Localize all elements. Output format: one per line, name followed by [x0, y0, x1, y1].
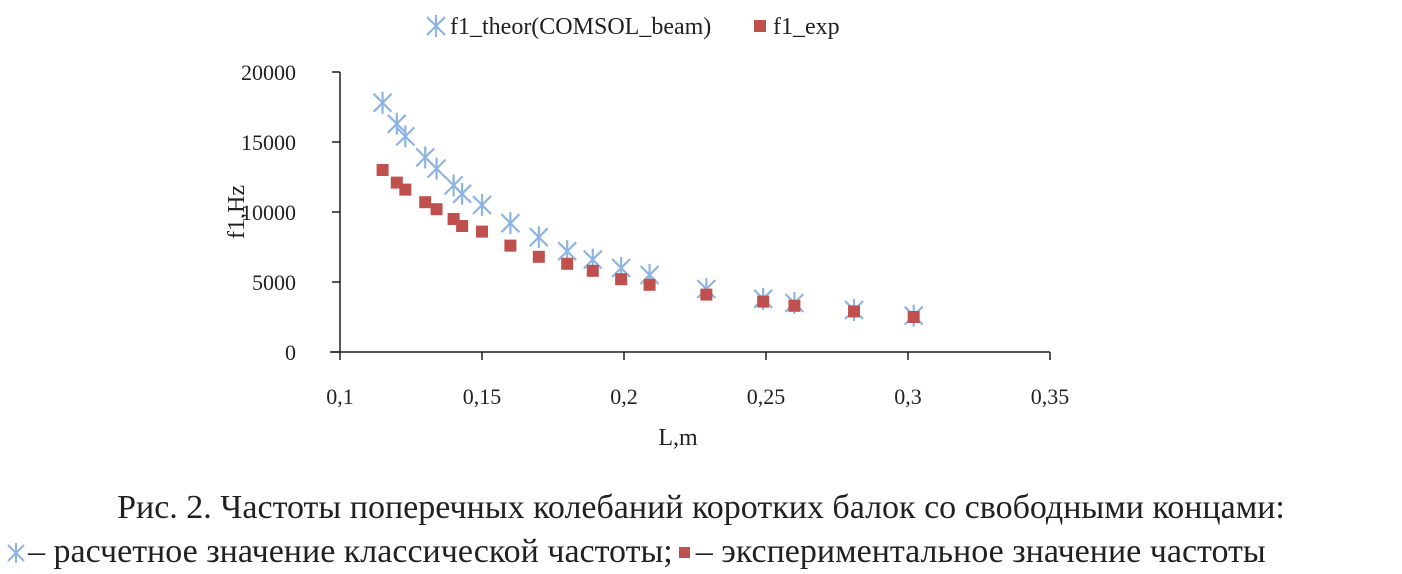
- data-point-theor: [500, 212, 521, 235]
- axes: [330, 71, 1051, 360]
- series-exp: [376, 164, 920, 323]
- square-marker-icon: [678, 547, 690, 558]
- data-point-exp: [643, 278, 656, 291]
- data-point-exp: [430, 203, 443, 216]
- x-tick-label: 0,35: [1031, 384, 1070, 409]
- data-point-theor: [415, 146, 435, 169]
- data-point-exp: [561, 257, 574, 270]
- data-point-exp: [532, 250, 545, 263]
- y-tick-label: 10000: [241, 200, 296, 225]
- data-point-theor: [472, 194, 492, 216]
- y-tick-label: 0: [285, 340, 296, 365]
- y-tick-label: 5000: [252, 270, 296, 295]
- data-point-exp: [399, 183, 412, 196]
- chart: f1_theor(COMSOL_beam) f1_exp 0 5000 10000 1…: [224, 14, 1069, 451]
- y-tick-label: 15000: [241, 130, 296, 155]
- caption-exp-text: – экспериментальное значение частоты: [695, 533, 1266, 570]
- figure-caption-line2: – расчетное значение классической частот…: [4, 532, 1402, 572]
- x-tick-labels: 0,1 0,15 0,2 0,25 0,3 0,35: [326, 384, 1069, 409]
- data-point-exp: [586, 264, 599, 277]
- legend-square-icon: [754, 20, 766, 32]
- data-point-exp: [615, 273, 628, 286]
- legend-marker-theor: [426, 15, 446, 37]
- legend-marker-exp: [754, 20, 766, 32]
- data-point-exp: [848, 305, 861, 318]
- legend-label-exp: f1_exp: [773, 14, 840, 40]
- data-point-exp: [788, 299, 801, 312]
- data-point-exp: [700, 288, 713, 301]
- data-point-exp: [456, 220, 469, 232]
- caption-theor-text: – расчетное значение классической частот…: [28, 533, 673, 570]
- data-point-theor: [529, 226, 549, 249]
- series-theor: [372, 91, 924, 327]
- x-tick-label: 0,3: [894, 384, 922, 409]
- data-point-theor: [452, 182, 472, 205]
- x-tick-label: 0,1: [326, 384, 354, 409]
- data-point-theor: [395, 125, 416, 148]
- y-axis-title: f1,Hz: [224, 185, 250, 239]
- data-point-theor: [372, 91, 393, 114]
- x-axis-title: L,m: [658, 425, 698, 451]
- data-point-exp: [476, 225, 488, 238]
- x-tick-label: 0,25: [747, 384, 786, 409]
- legend: f1_theor(COMSOL_beam) f1_exp: [426, 14, 840, 40]
- data-point-exp: [757, 295, 770, 308]
- legend-label-theor: f1_theor(COMSOL_beam): [450, 14, 711, 40]
- data-point-exp: [376, 164, 389, 176]
- x-tick-label: 0,15: [463, 384, 502, 409]
- y-tick-labels: 0 5000 10000 15000 20000: [241, 60, 296, 365]
- legend-star-icon: [426, 15, 446, 37]
- x-tick-label: 0,2: [610, 384, 638, 409]
- data-point-exp: [907, 311, 920, 323]
- data-point-exp: [419, 196, 432, 209]
- figure-caption-line1: Рис. 2. Частоты поперечных колебаний кор…: [117, 489, 1285, 526]
- data-point-theor: [426, 157, 447, 180]
- data-point-exp: [504, 239, 517, 252]
- star-marker-icon: [7, 543, 25, 563]
- y-tick-label: 20000: [241, 60, 296, 85]
- data-point-theor: [387, 112, 407, 135]
